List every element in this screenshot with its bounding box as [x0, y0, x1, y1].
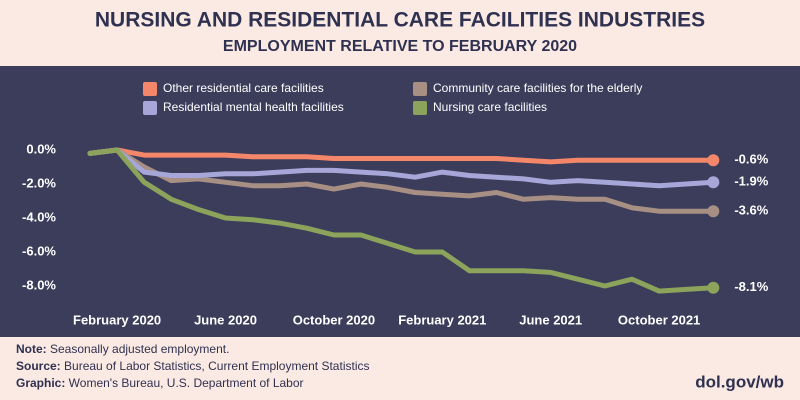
note-label: Graphic: [16, 376, 65, 390]
series-line [87, 147, 716, 214]
footer-note: Note: Seasonally adjusted employment. [16, 342, 229, 356]
value-label: -1.9% [734, 174, 768, 189]
footer-url: dol.gov/wb [695, 372, 784, 391]
legend-swatch [413, 82, 427, 96]
y-tick-label: -8.0% [22, 277, 56, 292]
legend-label: Other residential care facilities [163, 81, 324, 95]
chart-subtitle: EMPLOYMENT RELATIVE TO FEBRUARY 2020 [223, 38, 577, 55]
y-tick-label: -2.0% [22, 175, 56, 190]
end-marker [707, 205, 720, 218]
x-tick-label: October 2021 [618, 312, 700, 327]
legend-label: Residential mental health facilities [163, 100, 344, 114]
note-text: Women's Bureau, U.S. Department of Labor [65, 376, 303, 390]
legend-swatch [143, 82, 157, 96]
legend-label: Community care facilities for the elderl… [433, 81, 642, 95]
legend-label: Nursing care facilities [433, 100, 547, 114]
series-line [87, 147, 716, 189]
series-line [87, 147, 716, 294]
x-tick-label: February 2021 [398, 312, 486, 327]
value-label: -3.6% [734, 203, 768, 218]
y-tick-label: -6.0% [22, 243, 56, 258]
note-text: Seasonally adjusted employment. [47, 342, 230, 356]
value-label: -8.1% [734, 279, 768, 294]
chart-title: NURSING AND RESIDENTIAL CARE FACILITIES … [95, 9, 705, 32]
series-line [87, 147, 716, 165]
value-label: -0.6% [734, 152, 768, 167]
note-text: Bureau of Labor Statistics, Current Empl… [61, 359, 370, 373]
legend-swatch [413, 101, 427, 115]
footer-band [0, 337, 800, 400]
end-marker [707, 154, 720, 167]
end-marker [707, 176, 720, 189]
header-band [0, 0, 800, 66]
x-tick-label: June 2021 [519, 312, 582, 327]
end-marker [707, 281, 720, 294]
footer-note: Source: Bureau of Labor Statistics, Curr… [16, 359, 369, 373]
x-tick-label: October 2020 [293, 312, 375, 327]
note-label: Source: [16, 359, 61, 373]
x-tick-label: February 2020 [73, 312, 161, 327]
note-label: Note: [16, 342, 47, 356]
footer-note: Graphic: Women's Bureau, U.S. Department… [16, 376, 304, 390]
y-tick-label: 0.0% [26, 141, 56, 156]
y-tick-label: -4.0% [22, 209, 56, 224]
x-tick-label: June 2020 [194, 312, 257, 327]
legend-swatch [143, 101, 157, 115]
